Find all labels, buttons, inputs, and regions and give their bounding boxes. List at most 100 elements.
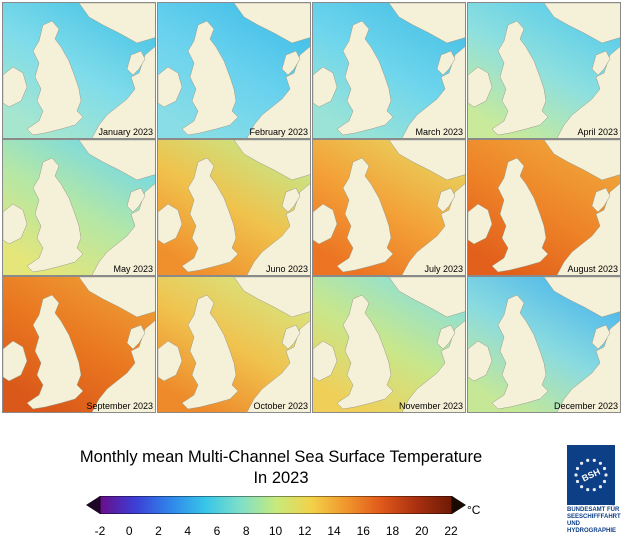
logo-dot (575, 466, 580, 471)
panel-month-label: February 2023 (249, 127, 308, 137)
norway-land (233, 3, 310, 44)
logo-dot (574, 473, 578, 477)
figure-title-line-1: Monthly mean Multi-Channel Sea Surface T… (79, 448, 483, 466)
denmark-land (436, 50, 456, 76)
ireland-land (158, 340, 183, 382)
ireland-land (3, 203, 28, 245)
logo-dot (586, 458, 590, 462)
ireland-land (3, 66, 28, 108)
colorbar-gradient (99, 496, 453, 514)
logo-dot (575, 479, 580, 484)
continent-land (401, 183, 465, 275)
sst-panel: August 2023 (467, 139, 621, 276)
continent-land (556, 183, 620, 275)
colorbar-tick-label: 8 (242, 524, 250, 538)
ireland-land (468, 340, 493, 382)
norway-land (543, 3, 620, 44)
colorbar-low-arrow (86, 496, 100, 514)
logo-dot (604, 473, 608, 477)
denmark-land (591, 187, 611, 213)
norway-land (388, 277, 465, 318)
logo-dot (598, 485, 602, 489)
ireland-land (158, 203, 183, 245)
colorbar-tick-label: 18 (385, 524, 400, 538)
norway-land (388, 140, 465, 181)
colorbar-tick-label: 22 (444, 524, 458, 538)
bsh-logo-line: BUNDESAMT FÜR (567, 507, 620, 513)
continent-land (91, 46, 155, 138)
denmark-land (591, 324, 611, 350)
norway-land (233, 140, 310, 181)
logo-dot (592, 488, 596, 492)
norway-land (78, 277, 155, 318)
colorbar-high-arrow (452, 496, 466, 514)
figure-title-line-2: In 2023 (253, 469, 309, 487)
denmark-land (281, 50, 301, 76)
sst-panel: November 2023 (312, 276, 466, 413)
colorbar-unit: °C (467, 503, 481, 517)
colorbar-tick-label: 14 (327, 524, 341, 538)
sst-panel: December 2023 (467, 276, 621, 413)
panel-month-label: Juno 2023 (265, 264, 308, 274)
colorbar-tick-label: 0 (125, 524, 133, 538)
panel-month-label: May 2023 (113, 264, 153, 274)
ireland-land (313, 203, 338, 245)
colorbar-tick-label: 4 (184, 524, 192, 538)
great-britain-land (26, 294, 84, 410)
bsh-logo-line: SEESCHIFFFAHRT (567, 514, 621, 520)
sst-panel: July 2023 (312, 139, 466, 276)
colorbar-tick-label: 20 (415, 524, 429, 538)
colorbar-tick-label: -2 (94, 524, 106, 538)
great-britain-land (181, 294, 239, 410)
denmark-land (126, 187, 146, 213)
great-britain-land (181, 20, 239, 136)
denmark-land (281, 187, 301, 213)
panel-month-label: March 2023 (415, 127, 463, 137)
panel-month-label: July 2023 (424, 264, 463, 274)
sst-panel: April 2023 (467, 2, 621, 139)
sst-panel: February 2023 (157, 2, 311, 139)
continent-land (401, 46, 465, 138)
denmark-land (591, 50, 611, 76)
great-britain-land (336, 294, 394, 410)
great-britain-land (336, 20, 394, 136)
denmark-land (126, 50, 146, 76)
sst-panel: October 2023 (157, 276, 311, 413)
logo-dot (580, 461, 584, 465)
bsh-logo-text: BUNDESAMT FÜR SEESCHIFFFAHRT UND HYDROGR… (567, 507, 621, 535)
panel-month-label: October 2023 (253, 401, 308, 411)
colorbar-tick-label: 16 (356, 524, 370, 538)
ireland-land (468, 66, 493, 108)
continent-land (246, 320, 310, 412)
colorbar-tick-label: 2 (155, 524, 162, 538)
norway-land (78, 3, 155, 44)
sst-panel: May 2023 (2, 139, 156, 276)
ireland-land (313, 340, 338, 382)
ireland-land (158, 66, 183, 108)
bsh-logo-line: UND (567, 521, 580, 527)
continent-land (556, 46, 620, 138)
continent-land (246, 46, 310, 138)
continent-land (556, 320, 620, 412)
logo-dot (580, 485, 584, 489)
ireland-land (468, 203, 493, 245)
norway-land (543, 140, 620, 181)
norway-land (78, 140, 155, 181)
sst-panel: September 2023 (2, 276, 156, 413)
denmark-land (126, 324, 146, 350)
bsh-logo-letters: BSH (580, 466, 601, 483)
colorbar-tick-label: 12 (298, 524, 312, 538)
denmark-land (436, 324, 456, 350)
logo-dot (602, 479, 607, 484)
continent-land (91, 320, 155, 412)
figure-title: Monthly mean Multi-Channel Sea Surface T… (0, 447, 562, 489)
logo-dot (602, 466, 607, 471)
colorbar-tick-label: 6 (213, 524, 221, 538)
logo-dot (598, 461, 602, 465)
colorbar-tick-label: 10 (268, 524, 283, 538)
great-britain-land (491, 294, 549, 410)
great-britain-land (26, 20, 84, 136)
bsh-logo-mark: BSH (567, 445, 615, 505)
denmark-land (436, 187, 456, 213)
great-britain-land (491, 20, 549, 136)
